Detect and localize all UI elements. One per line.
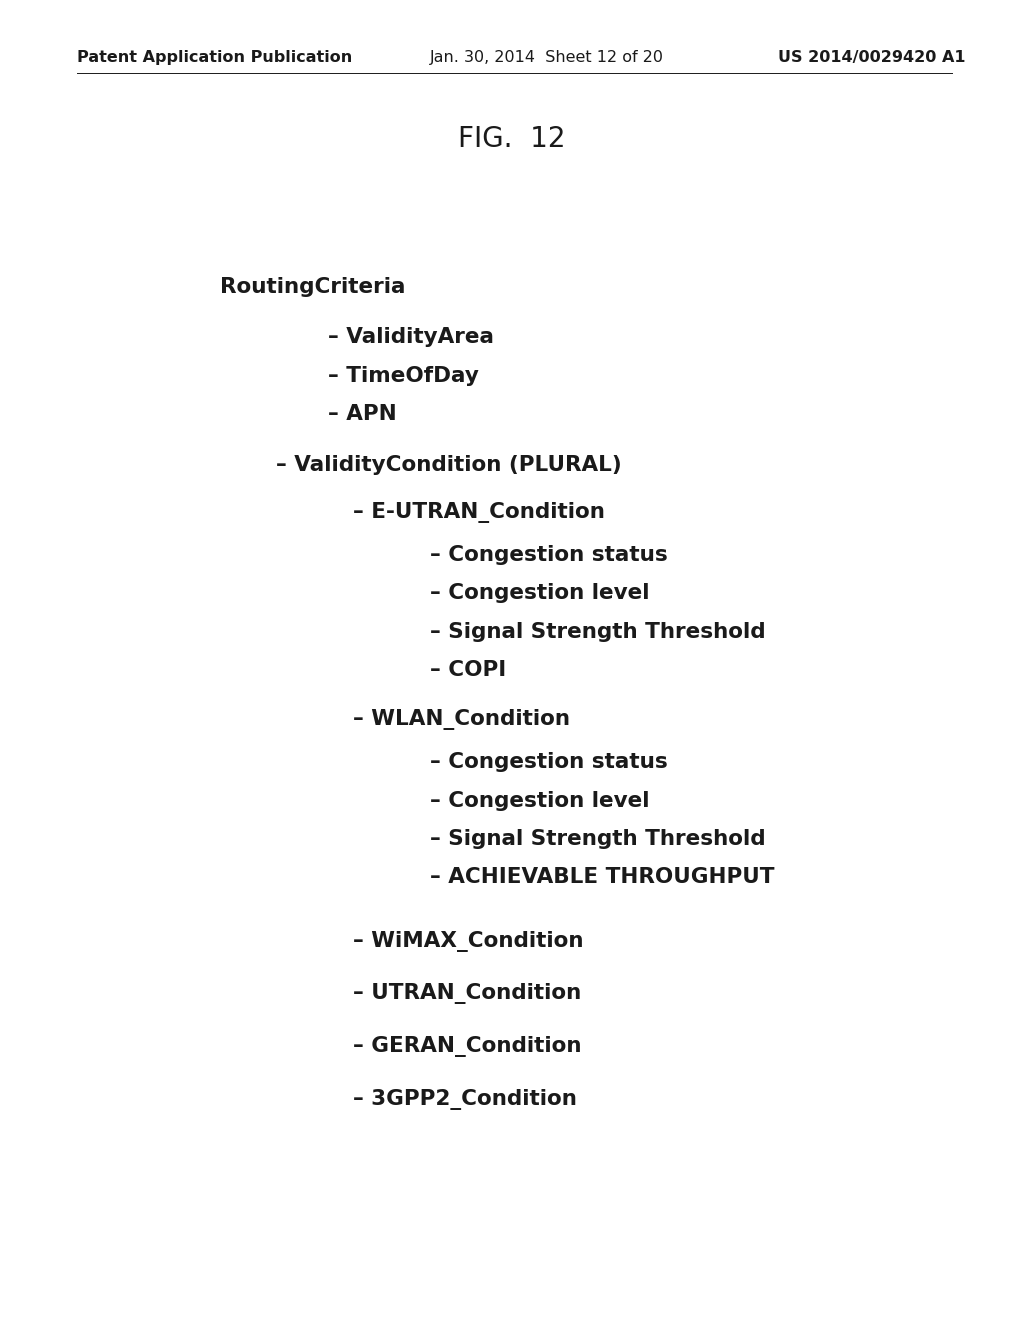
Text: – Signal Strength Threshold: – Signal Strength Threshold bbox=[430, 829, 766, 849]
Text: – WLAN_Condition: – WLAN_Condition bbox=[353, 709, 570, 730]
Text: Patent Application Publication: Patent Application Publication bbox=[77, 50, 352, 65]
Text: – Congestion level: – Congestion level bbox=[430, 583, 649, 603]
Text: – 3GPP2_Condition: – 3GPP2_Condition bbox=[353, 1089, 578, 1110]
Text: – COPI: – COPI bbox=[430, 660, 506, 680]
Text: – Congestion level: – Congestion level bbox=[430, 791, 649, 810]
Text: – UTRAN_Condition: – UTRAN_Condition bbox=[353, 983, 582, 1005]
Text: Jan. 30, 2014  Sheet 12 of 20: Jan. 30, 2014 Sheet 12 of 20 bbox=[430, 50, 665, 65]
Text: – Congestion status: – Congestion status bbox=[430, 752, 668, 772]
Text: FIG.  12: FIG. 12 bbox=[459, 125, 565, 153]
Text: – E-UTRAN_Condition: – E-UTRAN_Condition bbox=[353, 502, 605, 523]
Text: – ACHIEVABLE THROUGHPUT: – ACHIEVABLE THROUGHPUT bbox=[430, 867, 774, 887]
Text: – Congestion status: – Congestion status bbox=[430, 545, 668, 565]
Text: – ValidityCondition (PLURAL): – ValidityCondition (PLURAL) bbox=[276, 455, 623, 475]
Text: RoutingCriteria: RoutingCriteria bbox=[220, 277, 406, 297]
Text: – TimeOfDay: – TimeOfDay bbox=[328, 366, 478, 385]
Text: US 2014/0029420 A1: US 2014/0029420 A1 bbox=[778, 50, 966, 65]
Text: – Signal Strength Threshold: – Signal Strength Threshold bbox=[430, 622, 766, 642]
Text: – ValidityArea: – ValidityArea bbox=[328, 327, 494, 347]
Text: – WiMAX_Condition: – WiMAX_Condition bbox=[353, 931, 584, 952]
Text: – APN: – APN bbox=[328, 404, 396, 424]
Text: – GERAN_Condition: – GERAN_Condition bbox=[353, 1036, 582, 1057]
